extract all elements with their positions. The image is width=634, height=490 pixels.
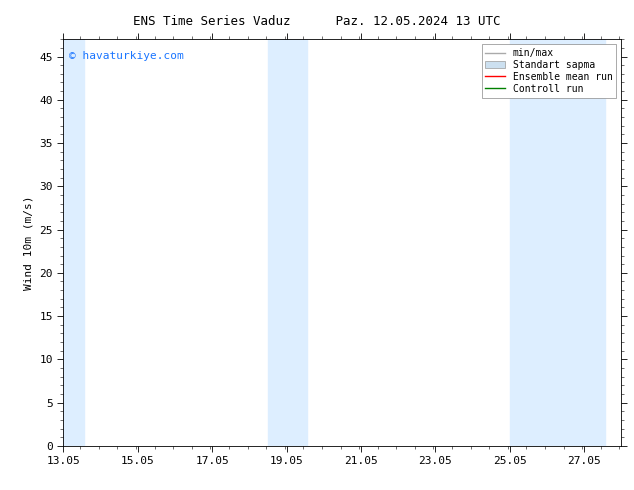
Bar (510, 39, 605, 446)
Text: ENS Time Series Vaduz      Paz. 12.05.2024 13 UTC: ENS Time Series Vaduz Paz. 12.05.2024 13… (133, 15, 501, 28)
Legend: min/max, Standart sapma, Ensemble mean run, Controll run: min/max, Standart sapma, Ensemble mean r… (482, 44, 616, 98)
Bar (268, 39, 307, 446)
Bar (63, 39, 84, 446)
Y-axis label: Wind 10m (m/s): Wind 10m (m/s) (24, 196, 34, 290)
Text: © havaturkiye.com: © havaturkiye.com (69, 51, 184, 61)
